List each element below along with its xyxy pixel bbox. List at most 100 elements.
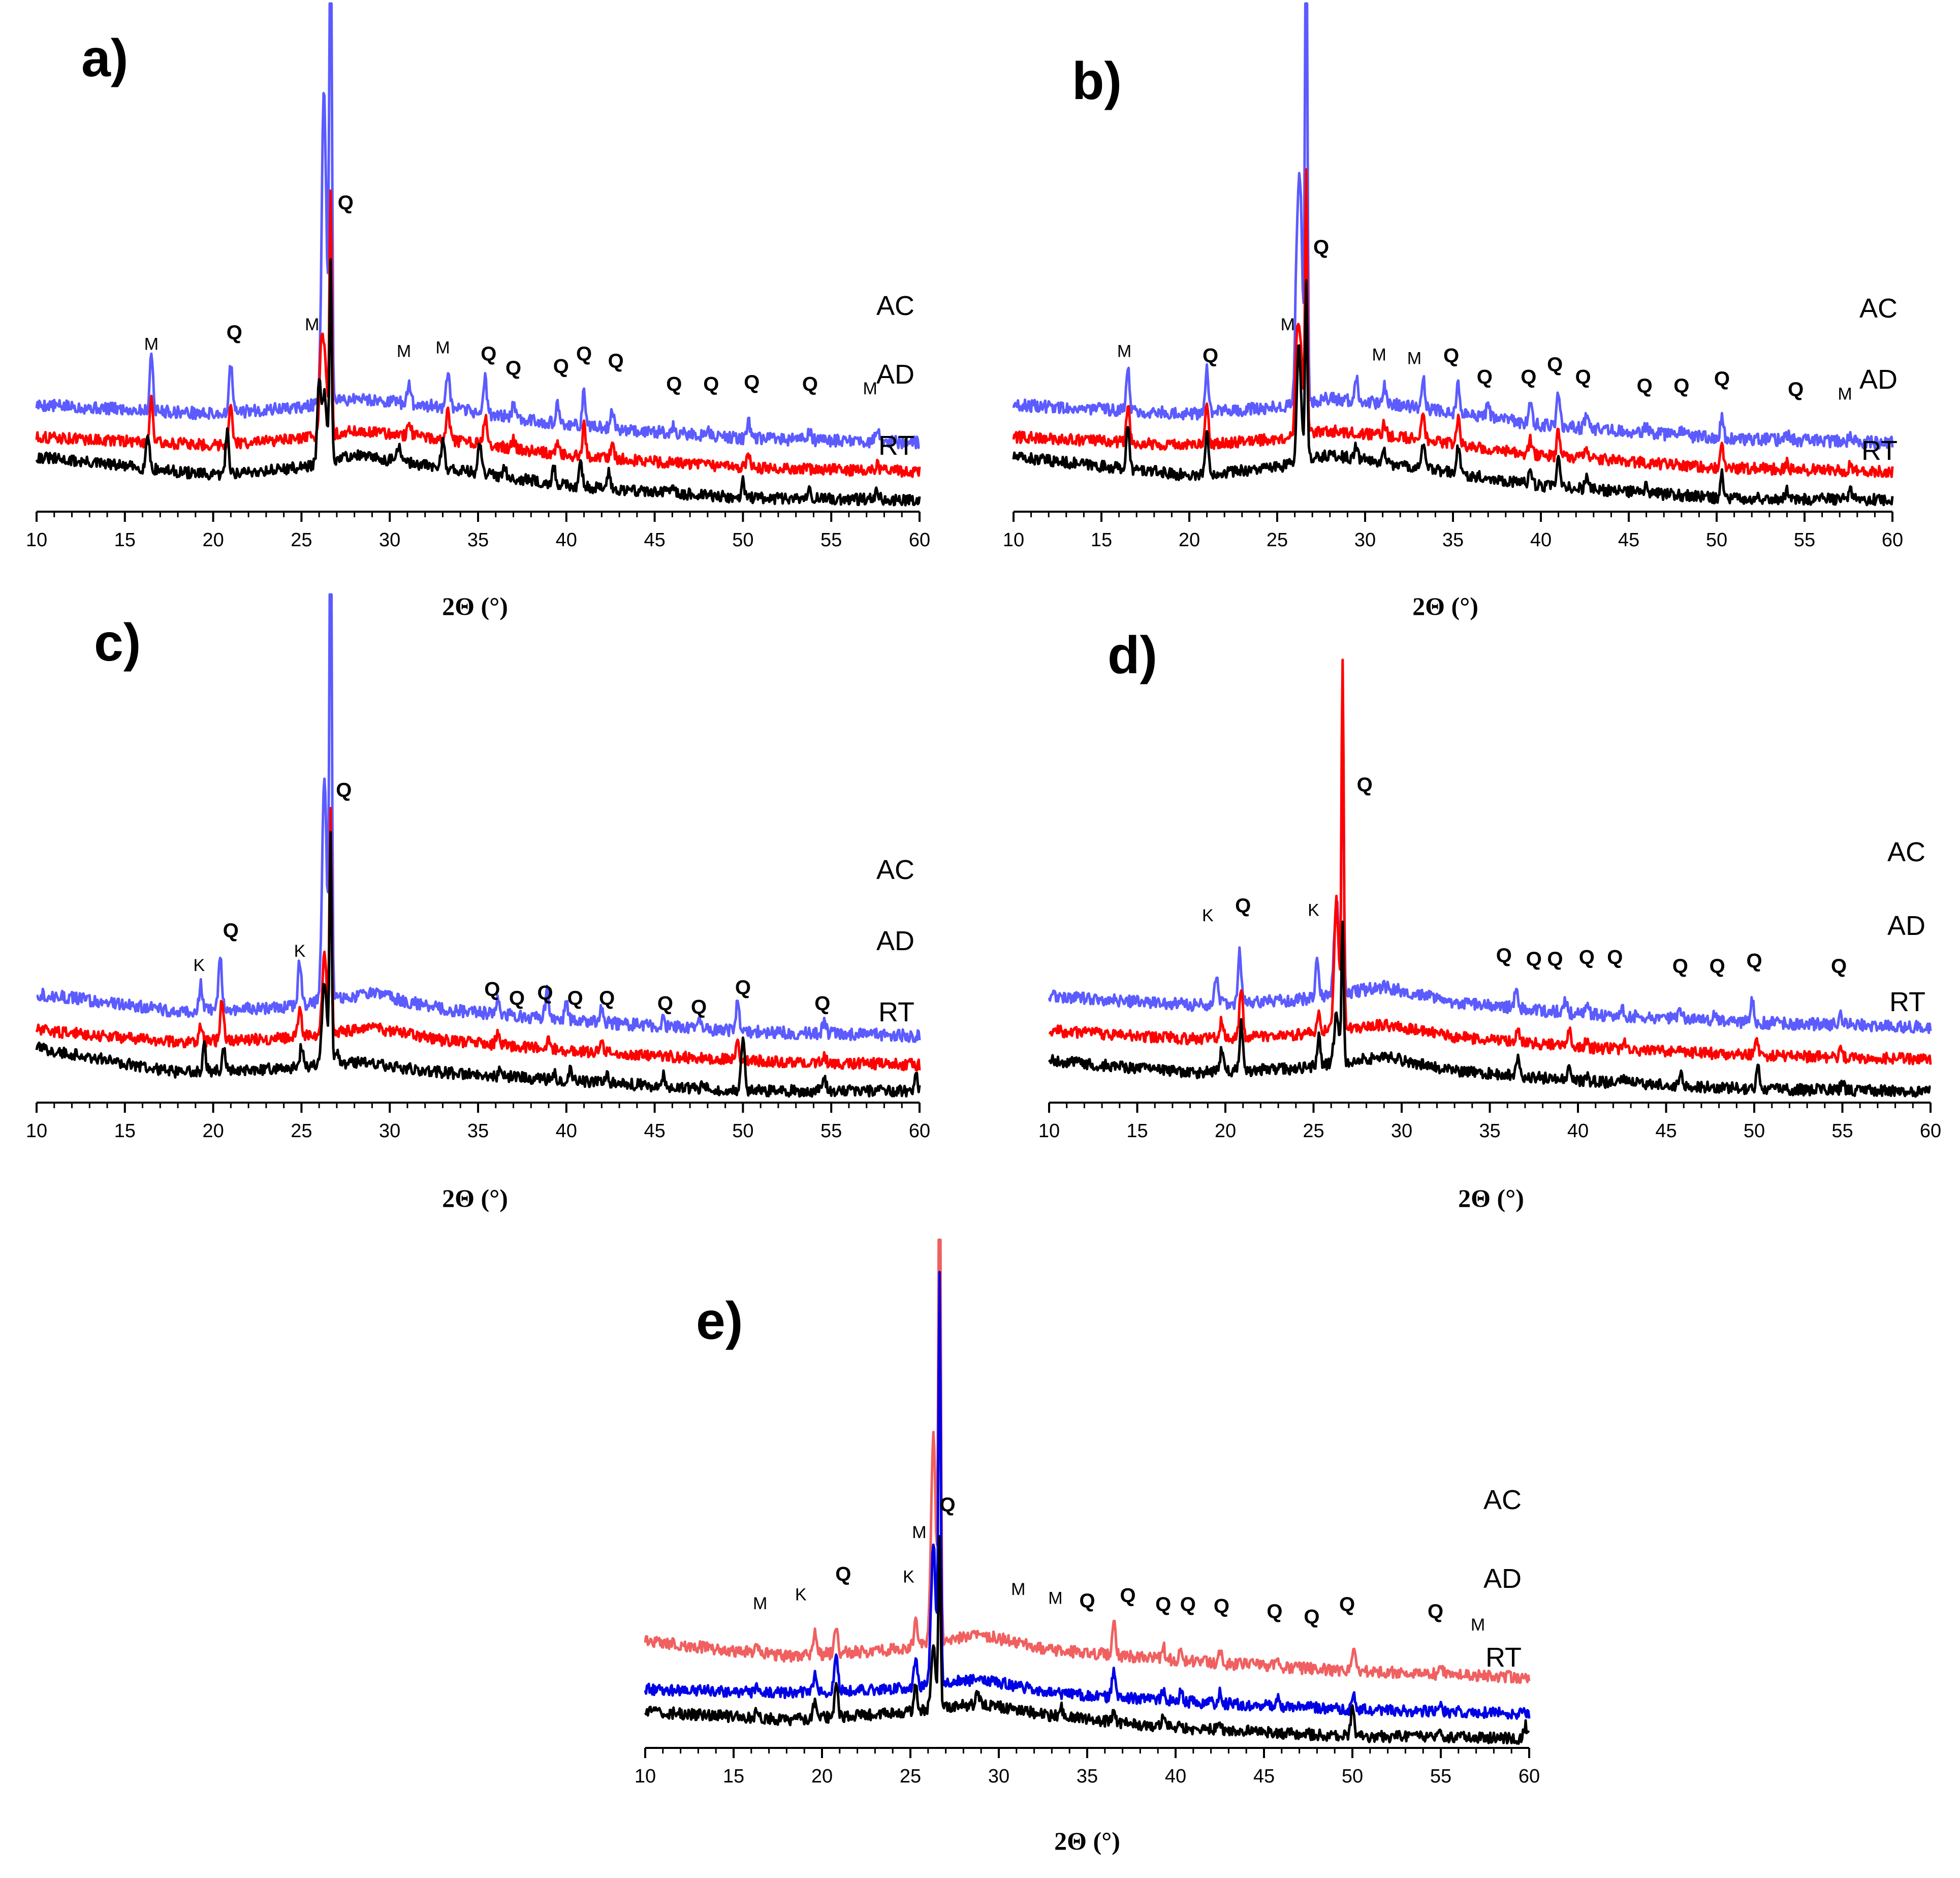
peak-label: Q [1673,375,1689,397]
peak-label: M [912,1523,926,1542]
peak-label: Q [1526,948,1542,971]
peak-label: K [795,1585,807,1605]
series-line-ac [35,2,920,450]
x-tick-label: 20 [202,529,224,551]
series-label-ac: AC [876,291,914,321]
peak-label: K [193,956,205,975]
x-tick-label: 15 [1126,1120,1148,1142]
peak-label: Q [227,322,242,344]
series-label-rt: RT [1485,1642,1522,1673]
peak-label: Q [1714,368,1730,390]
panel-letter: d) [1108,626,1157,685]
x-tick-label: 50 [1342,1766,1363,1787]
x-tick-label: 25 [1303,1120,1324,1142]
peak-label: Q [1579,946,1595,968]
peak-label: Q [666,373,682,395]
series-line-ac [36,593,921,1043]
series-label-ad: AD [876,359,914,390]
peak-label: M [1372,346,1386,365]
peak-label: M [863,379,877,398]
series-line-ad [644,1271,1531,1720]
x-tick-label: 15 [114,1120,136,1142]
peak-label: Q [1203,345,1218,367]
x-tick-label: 10 [26,529,47,551]
peak-label: Q [744,371,760,394]
x-tick-label: 40 [1165,1766,1186,1787]
peak-label: Q [1443,345,1459,367]
peak-label: Q [1079,1590,1095,1612]
x-tick-label: 30 [1391,1120,1412,1142]
x-tick-label: 20 [1215,1120,1236,1142]
peak-label: Q [1831,955,1847,978]
peak-label: Q [1120,1584,1135,1607]
peak-label: Q [1339,1593,1355,1616]
x-tick-label: 20 [811,1766,833,1787]
series-line-ad [35,807,921,1072]
peak-label: Q [336,779,352,801]
peak-label: Q [538,982,553,1004]
x-tick-label: 50 [732,1120,753,1142]
peak-label: Q [553,355,569,378]
x-tick-label: 50 [1744,1120,1765,1142]
series-label-rt: RT [878,430,914,461]
peak-label: Q [1710,955,1725,978]
x-axis-label: 2Θ (°) [442,592,508,620]
x-axis-label: 2Θ (°) [1054,1827,1120,1855]
series-line-ad [1048,659,1932,1066]
series-line-ac [1048,722,1932,1035]
peak-label: Q [1575,366,1591,388]
peak-label: M [1011,1580,1025,1599]
peak-label: Q [338,192,354,214]
peak-label: M [1407,349,1421,368]
peak-label: Q [1607,946,1623,968]
x-tick-label: 60 [1920,1120,1941,1142]
peak-label: Q [802,373,818,395]
peak-label: Q [940,1494,956,1516]
series-label-ac: AC [1859,293,1898,324]
x-tick-label: 30 [379,1120,400,1142]
peak-label: Q [735,977,751,999]
x-tick-label: 10 [1003,529,1024,551]
peak-label: Q [509,987,525,1010]
series-line-rt [35,830,921,1098]
peak-label: Q [1313,236,1329,259]
peak-label: Q [484,978,500,1000]
peak-label: K [294,942,306,961]
peak-label: Q [599,987,615,1010]
x-axis-label: 2Θ (°) [1458,1184,1524,1212]
x-tick-label: 30 [1354,529,1376,551]
series-label-ad: AD [1887,911,1925,941]
series-label-ad: AD [1859,364,1898,395]
peak-label: Q [835,1563,851,1585]
x-tick-label: 15 [114,529,136,551]
peak-label: Q [567,987,583,1010]
x-tick-label: 35 [1442,529,1464,551]
x-tick-label: 35 [1479,1120,1500,1142]
peak-label: Q [657,992,673,1015]
series-line-rt [1012,279,1894,507]
peak-label: M [1471,1615,1485,1635]
peak-label: Q [1496,945,1512,967]
peak-label: Q [1235,895,1251,917]
x-tick-label: 45 [644,529,665,551]
series-label-rt: RT [878,997,914,1027]
series-line-ac [644,1238,1531,1684]
x-tick-label: 30 [988,1766,1009,1787]
peak-label: M [305,315,319,334]
x-tick-label: 20 [1179,529,1200,551]
peak-label: K [1202,906,1214,925]
x-tick-label: 35 [467,1120,489,1142]
peak-label: M [1838,385,1852,404]
x-tick-label: 60 [1882,529,1903,551]
peak-label: M [1048,1589,1062,1608]
peak-label: M [397,342,411,361]
series-label-ac: AC [876,855,914,885]
series-line-ad [35,189,921,478]
series-line-rt [1048,920,1931,1098]
peak-label: M [1281,315,1295,334]
panel-letter: c) [94,613,141,672]
peak-label: Q [1357,774,1373,796]
peak-label: Q [505,357,521,380]
